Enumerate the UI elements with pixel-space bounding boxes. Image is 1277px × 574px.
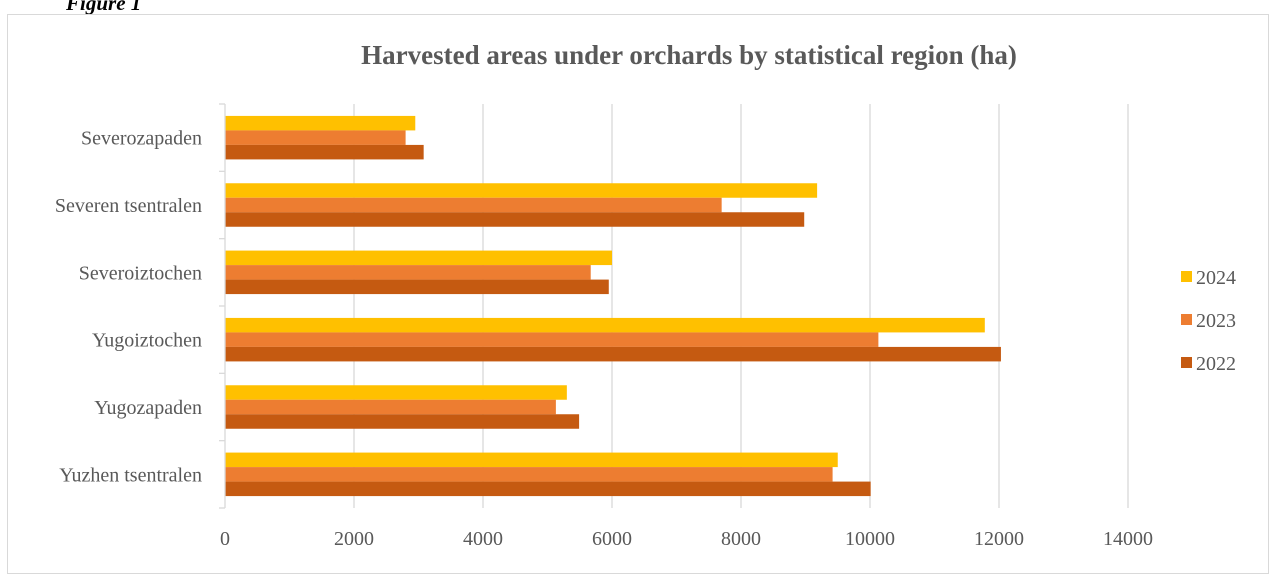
legend-swatch	[1181, 314, 1192, 325]
bar-2022	[225, 144, 424, 160]
bar-2022	[225, 346, 1001, 362]
bar-2022	[225, 414, 580, 429]
chart-title: Harvested areas under orchards by statis…	[361, 40, 1017, 70]
grid-lines	[353, 104, 1129, 508]
category-label: Severoiztochen	[79, 262, 202, 284]
bar-2024	[225, 250, 612, 266]
bar-2023	[225, 197, 722, 213]
legend: 2024 2023 2022	[1181, 267, 1236, 375]
bar-2023	[225, 265, 591, 280]
bar-2023	[225, 130, 406, 145]
bar-chart: Harvested areas under orchards by statis…	[55, 40, 1236, 550]
bar-2024	[225, 115, 416, 131]
bar-2024	[225, 183, 818, 198]
x-tick-label: 4000	[463, 528, 503, 550]
legend-label: 2022	[1196, 353, 1236, 375]
x-tick-label: 0	[220, 528, 230, 550]
category-labels: Severozapaden Severen tsentralen Severoizt…	[55, 128, 202, 487]
x-tick-label: 2000	[334, 528, 374, 550]
figure-label: Figure 1	[66, 0, 142, 15]
legend-swatch	[1181, 271, 1192, 282]
x-tick-label: 8000	[721, 528, 761, 550]
bar-2024	[225, 317, 985, 333]
x-tick-label: 10000	[845, 528, 895, 550]
bar-2023	[225, 467, 833, 482]
bar-2023	[225, 399, 556, 415]
bar-2024	[225, 385, 567, 400]
bar-2022	[225, 279, 609, 295]
x-tick-labels: 0 2000 4000 6000 8000 10000 12000 14000	[220, 528, 1153, 550]
bars	[225, 115, 1001, 497]
legend-label: 2024	[1196, 267, 1236, 289]
category-label: Yuzhen tsentralen	[59, 464, 202, 486]
category-label: Severen tsentralen	[55, 195, 202, 217]
bar-2022	[225, 481, 871, 497]
x-tick-label: 12000	[974, 528, 1024, 550]
bar-2024	[225, 452, 838, 468]
category-label: Yugoiztochen	[92, 330, 202, 352]
category-axis	[219, 103, 226, 509]
category-label: Severozapaden	[81, 128, 202, 150]
x-tick-label: 14000	[1103, 528, 1153, 550]
bar-2022	[225, 212, 805, 227]
legend-label: 2023	[1196, 310, 1236, 332]
x-tick-label: 6000	[592, 528, 632, 550]
bar-2023	[225, 332, 879, 347]
category-label: Yugozapaden	[94, 397, 202, 419]
legend-swatch	[1181, 357, 1192, 368]
